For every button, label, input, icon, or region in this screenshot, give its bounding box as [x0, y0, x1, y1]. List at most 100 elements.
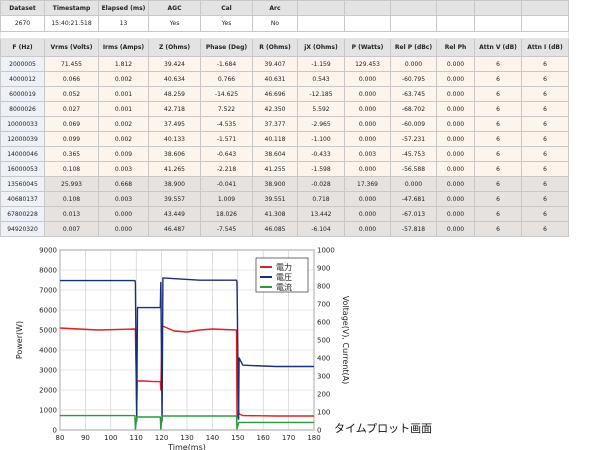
- table-cell: -57.231: [390, 131, 437, 147]
- table-body: 2000005 71.455 1.812 39.424 -1.684 39.407 -1.1…: [0, 56, 569, 237]
- table-spacer-row: [0, 31, 569, 39]
- table-cell: 0.002: [98, 116, 149, 132]
- table-cell: 0.000: [436, 161, 475, 177]
- y-tick-label: 9000: [39, 247, 57, 255]
- x-axis-label: Time(ms): [167, 443, 206, 450]
- x-tick-label: 90: [81, 434, 90, 442]
- meta-value-cell: Yes: [200, 15, 253, 32]
- table-cell: 38.900: [148, 176, 201, 192]
- column-header: Rel Ph: [436, 38, 475, 57]
- y2-tick-label: 700: [317, 301, 330, 309]
- table-cell: -57.818: [390, 221, 437, 237]
- table-cell: 0.000: [436, 191, 475, 207]
- table-cell: 0.000: [436, 101, 475, 117]
- series-line-2: [60, 414, 314, 430]
- table-cell: -68.702: [390, 101, 437, 117]
- table-cell: -0.433: [297, 146, 345, 162]
- table-cell: 0.013: [44, 206, 99, 222]
- y-tick-label: 4000: [39, 347, 57, 355]
- table-cell: 6: [474, 71, 522, 87]
- table-cell: 46.696: [252, 86, 298, 102]
- column-header: P (Watts): [344, 38, 391, 57]
- table-cell: 0.000: [436, 116, 475, 132]
- table-cell: 0.000: [344, 191, 391, 207]
- x-tick-label: 160: [257, 434, 270, 442]
- table-cell: -4.535: [200, 116, 253, 132]
- column-header: F (Hz): [0, 38, 45, 57]
- table-cell: 6: [474, 176, 522, 192]
- column-header: Vrms (Volts): [44, 38, 99, 57]
- table-cell: -1.159: [297, 56, 345, 72]
- table-cell: 0.000: [344, 131, 391, 147]
- x-tick-label: 80: [56, 434, 65, 442]
- table-cell: 0.069: [44, 116, 99, 132]
- table-cell: 13.442: [297, 206, 345, 222]
- table-cell: 8000026: [0, 101, 45, 117]
- time-plot-svg: 80 90 100 110 120 130 140 150 160 170 180010002000…: [15, 247, 350, 450]
- table-cell: 129.453: [344, 56, 391, 72]
- table-cell: 43.449: [148, 206, 201, 222]
- y2-tick-label: 0: [317, 427, 321, 435]
- y-tick-label: 1000: [39, 407, 57, 415]
- table-cell: -56.588: [390, 161, 437, 177]
- table-cell: 0.000: [344, 86, 391, 102]
- table-cell: 39.424: [148, 56, 201, 72]
- table-cell: 6: [521, 56, 569, 72]
- table-cell: 0.543: [297, 71, 345, 87]
- table-row: 6000019 0.052 0.001 48.259 -14.625 46.696 -12.…: [0, 86, 569, 102]
- y-tick-label: 0: [53, 427, 57, 435]
- table-cell: 0.001: [98, 101, 149, 117]
- table-cell: 6: [521, 131, 569, 147]
- table-row: 2000005 71.455 1.812 39.424 -1.684 39.407 -1.1…: [0, 56, 569, 72]
- table-cell: 0.000: [344, 71, 391, 87]
- table-cell: -60.009: [390, 116, 437, 132]
- table-cell: 38.900: [252, 176, 298, 192]
- table-cell: 6: [474, 146, 522, 162]
- column-header: Attn I (dB): [521, 38, 569, 57]
- y-tick-label: 8000: [39, 267, 57, 275]
- table-cell: 12000039: [0, 131, 45, 147]
- table-cell: 39.407: [252, 56, 298, 72]
- table-cell: 0.000: [390, 56, 437, 72]
- y2-tick-label: 500: [317, 337, 330, 345]
- legend-label: 電流: [276, 282, 292, 292]
- table-cell: 94920320: [0, 221, 45, 237]
- table-cell: 0.000: [436, 86, 475, 102]
- y-tick-label: 7000: [39, 287, 57, 295]
- column-header: Irms (Amps): [98, 38, 149, 57]
- table-cell: 6: [521, 206, 569, 222]
- meta-value-cell: 2670: [0, 15, 45, 32]
- table-cell: 0.007: [44, 221, 99, 237]
- table-cell: 25.993: [44, 176, 99, 192]
- table-cell: 0.099: [44, 131, 99, 147]
- x-tick-label: 120: [155, 434, 168, 442]
- meta-header-cell: Cal: [200, 0, 253, 16]
- table-cell: 17.369: [344, 176, 391, 192]
- table-cell: -47.681: [390, 191, 437, 207]
- legend-label: 電力: [276, 262, 292, 272]
- table-cell: 6: [521, 71, 569, 87]
- table-cell: 6000019: [0, 86, 45, 102]
- table-cell: 40.133: [148, 131, 201, 147]
- table-cell: 6: [521, 221, 569, 237]
- table-cell: 2000005: [0, 56, 45, 72]
- y2-tick-label: 1000: [317, 247, 335, 255]
- table-cell: 40.634: [148, 71, 201, 87]
- table-cell: 0.000: [436, 71, 475, 87]
- table-cell: 48.259: [148, 86, 201, 102]
- table-cell: -0.643: [200, 146, 253, 162]
- table-cell: 41.255: [252, 161, 298, 177]
- table-cell: 6: [474, 221, 522, 237]
- table-cell: 1.009: [200, 191, 253, 207]
- y2-tick-label: 800: [317, 283, 330, 291]
- table-cell: 42.718: [148, 101, 201, 117]
- table-cell: 37.377: [252, 116, 298, 132]
- table-cell: 6: [474, 131, 522, 147]
- table-cell: 46.487: [148, 221, 201, 237]
- series-line-1: [60, 277, 314, 422]
- y-axis-label: Power(W): [15, 321, 24, 359]
- table-row: 40680137 0.108 0.003 39.557 1.009 39.551 0.718…: [0, 191, 569, 207]
- table-cell: 0.027: [44, 101, 99, 117]
- y-tick-label: 6000: [39, 307, 57, 315]
- table-cell: 0.000: [344, 206, 391, 222]
